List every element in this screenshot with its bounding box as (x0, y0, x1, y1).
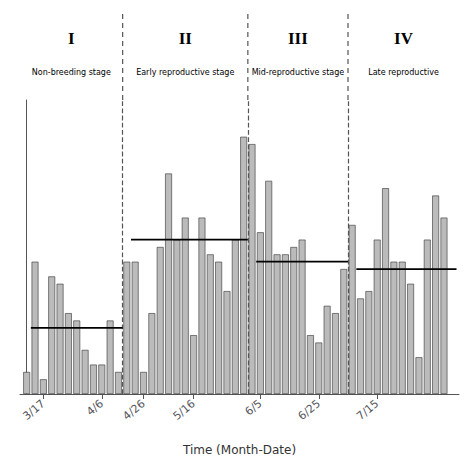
svg-text:Early reproductive stage: Early reproductive stage (136, 68, 234, 77)
svg-text:6/5: 6/5 (243, 397, 265, 418)
svg-text:I: I (68, 29, 75, 48)
svg-text:4/26: 4/26 (120, 397, 147, 423)
svg-text:Non-breeding stage: Non-breeding stage (32, 68, 111, 77)
svg-text:Mid-reproductive stage: Mid-reproductive stage (252, 68, 345, 77)
svg-text:III: III (288, 29, 308, 48)
svg-text:5/16: 5/16 (170, 397, 197, 423)
svg-text:4/6: 4/6 (84, 397, 106, 418)
svg-text:6/25: 6/25 (296, 397, 323, 423)
svg-text:7/15: 7/15 (354, 397, 381, 423)
svg-text:II: II (179, 29, 193, 48)
svg-text:IV: IV (394, 29, 414, 48)
svg-text:Late reproductive: Late reproductive (368, 68, 439, 77)
svg-text:Time (Month-Date): Time (Month-Date) (182, 443, 296, 457)
svg-text:3/17: 3/17 (20, 397, 47, 423)
